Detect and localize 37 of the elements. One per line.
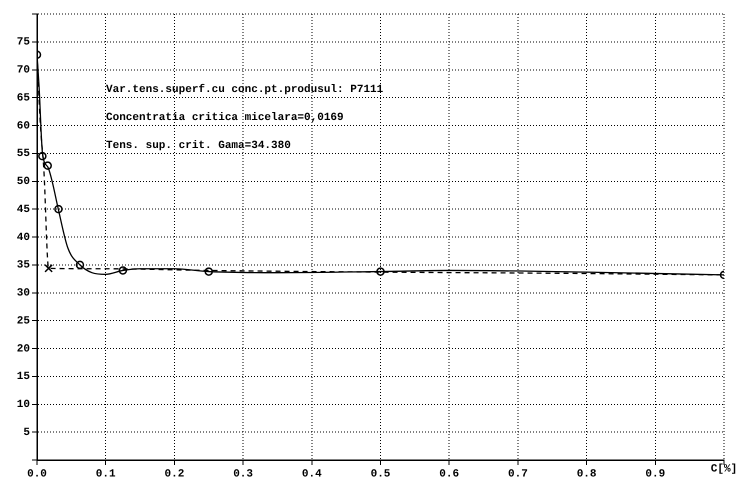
x-tick-label: 0.0 (27, 468, 47, 477)
x-tick-label: 0.6 (439, 468, 460, 477)
y-tick-label: 25 (16, 315, 30, 328)
y-tick-label: 10 (16, 399, 30, 412)
y-tick-label: 35 (16, 260, 30, 272)
x-tick-label: 0.4 (302, 468, 322, 477)
point (38, 152, 47, 160)
y-tick-label: 60 (16, 120, 30, 132)
y-tick-label: 45 (16, 204, 30, 216)
y-tick-label: 70 (16, 64, 30, 77)
point (43, 161, 52, 170)
x-tick-label: 0.3 (233, 468, 254, 477)
x-tick-label: 0.7 (508, 468, 528, 477)
x-tick-label: 0.5 (370, 468, 391, 477)
point (376, 267, 385, 276)
y-tick-label: 65 (16, 92, 30, 104)
point (44, 264, 53, 273)
point (118, 266, 128, 275)
point (204, 267, 213, 276)
y-tick-label: 75 (16, 36, 30, 49)
y-tick-label: 5 (23, 426, 30, 439)
y-tick-label: 30 (16, 288, 30, 300)
x-tick-label: 0.2 (164, 468, 184, 477)
x-tick-label: 0.1 (96, 468, 116, 477)
annotation: Var.tens.superf.cu conc.pt.produsul: P7111 (106, 82, 384, 96)
y-tick-label: 15 (16, 371, 30, 384)
point (54, 204, 63, 214)
annotation: Concentratia critica micelara=0,0169 (106, 112, 344, 124)
x-tick-label: 0.9 (645, 468, 666, 477)
y-tick-label: 20 (16, 343, 30, 356)
y-tick-label: 50 (16, 176, 30, 188)
annotation: Tens. sup. crit. Gama=34.380 (106, 140, 291, 152)
point (76, 260, 84, 270)
y-tick-label: 40 (16, 232, 30, 244)
x-axis-title: C[%] (710, 463, 738, 476)
y-tick-label: 55 (16, 148, 30, 160)
x-tick-label: 0.8 (576, 468, 597, 477)
